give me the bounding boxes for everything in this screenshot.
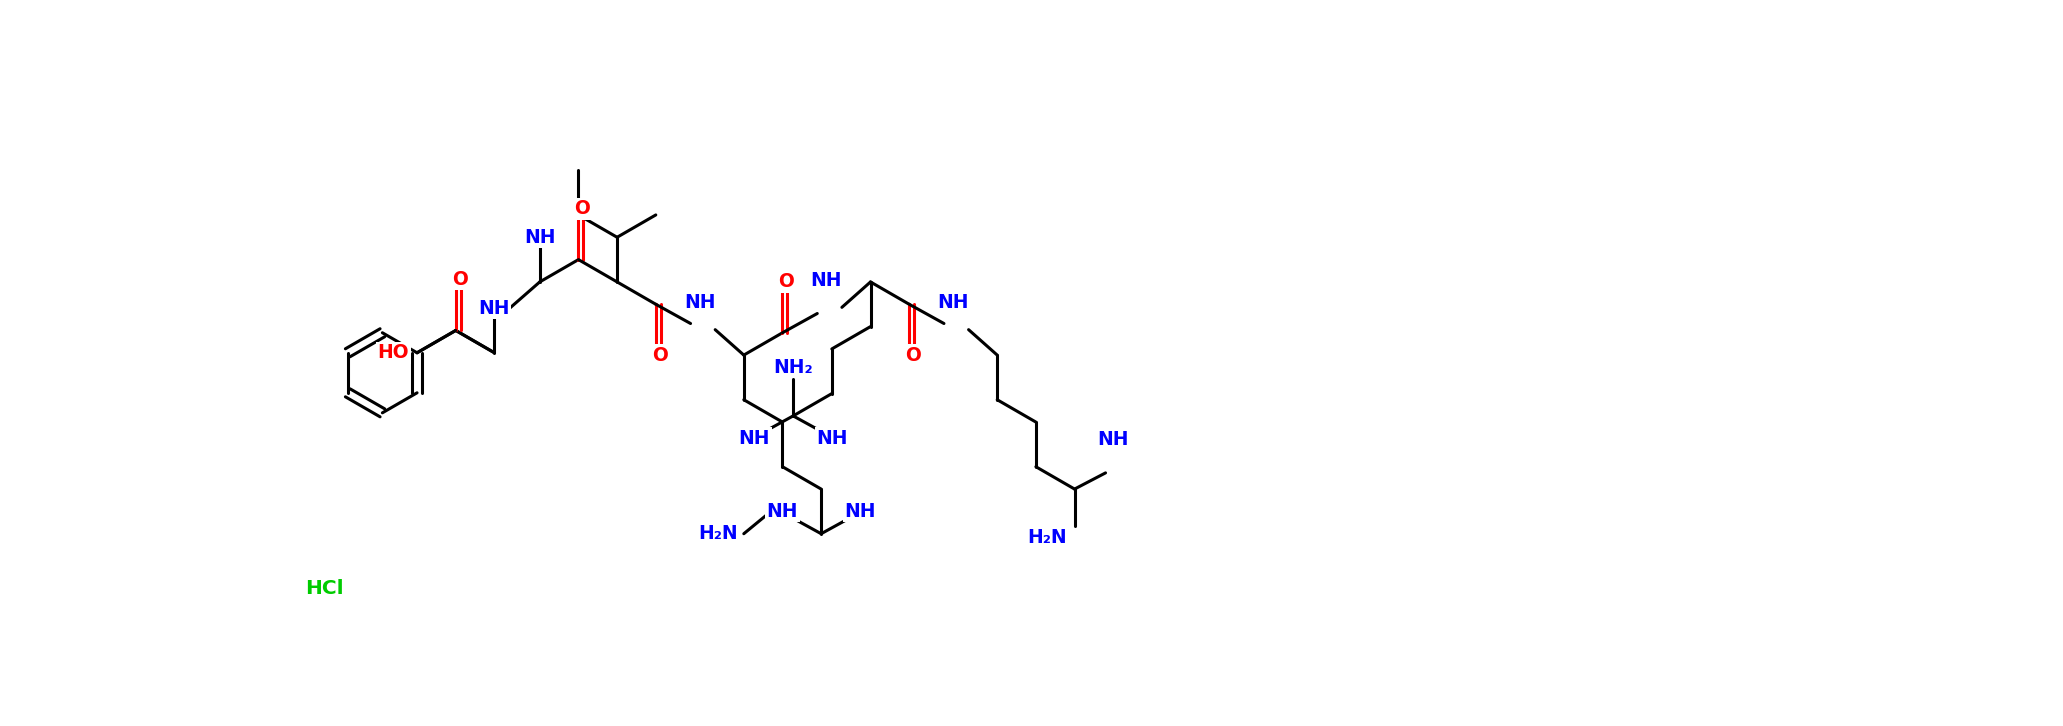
Text: O: O — [778, 272, 794, 291]
Text: NH: NH — [937, 293, 970, 312]
Text: NH: NH — [685, 293, 716, 312]
Text: NH: NH — [817, 429, 848, 448]
Text: H₂N: H₂N — [697, 524, 739, 543]
Text: NH: NH — [479, 298, 510, 317]
Text: NH: NH — [524, 228, 555, 247]
Text: O: O — [906, 346, 920, 364]
Text: O: O — [652, 346, 668, 364]
Text: NH: NH — [739, 429, 769, 448]
Text: NH₂: NH₂ — [774, 358, 813, 377]
Text: NH: NH — [767, 502, 798, 521]
Text: NH: NH — [844, 502, 875, 521]
Text: O: O — [574, 199, 590, 219]
Text: HO: HO — [378, 343, 408, 362]
Text: NH: NH — [811, 271, 842, 290]
Text: O: O — [452, 270, 468, 289]
Text: NH: NH — [1098, 431, 1128, 449]
Text: HCl: HCl — [305, 579, 345, 598]
Text: H₂N: H₂N — [1027, 528, 1067, 547]
